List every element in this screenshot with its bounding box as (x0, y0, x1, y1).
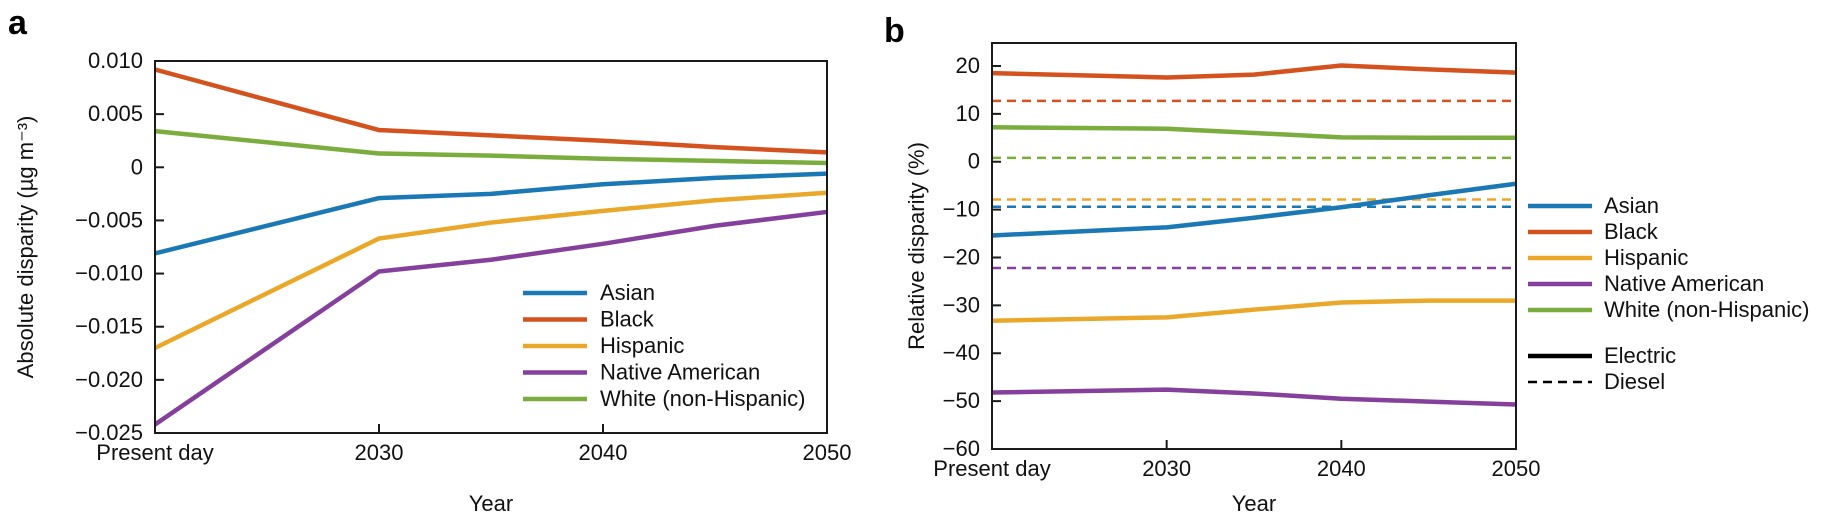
panel-b-series-asian-electric-line (991, 181, 1517, 238)
panel-a-xtick-label-2030: 2030 (355, 440, 404, 465)
legend-b-style-label-electric: Electric (1604, 343, 1676, 368)
panel-b-series-native-american-electric-line (991, 387, 1517, 407)
panel-b-ytick-label-30: −30 (943, 292, 980, 317)
panel-a-ytick-label-0-015: −0.015 (75, 314, 143, 339)
panel-b-xtick-label-2040: 2040 (1317, 456, 1366, 481)
panel-a-series-hispanic-line (154, 190, 828, 350)
panel-a-ytick-label-0-010: −0.010 (75, 261, 143, 286)
panel-b-plot-border (991, 42, 1517, 450)
panel-a-series-black-line (154, 67, 828, 155)
panel-b-ytick-label-50: −50 (943, 388, 980, 413)
panel-a-xtick-label-present-day: Present day (96, 440, 213, 465)
panel-a-xaxis-title: Year (469, 491, 513, 516)
legend-b-style-label-diesel: Diesel (1604, 369, 1665, 394)
panel-b-xtick-label-present-day: Present day (933, 456, 1050, 481)
panel-b-ytick-label-20: 20 (956, 53, 980, 78)
legend-b-label-black: Black (1604, 219, 1659, 244)
panel-a-series-asian-line (154, 171, 828, 256)
panel-b-ytick-label-10: −10 (943, 197, 980, 222)
panel-b-yaxis-title: Relative disparity (%) (904, 142, 929, 350)
panel-b-series-black-electric-line (991, 63, 1517, 80)
panel-b-ytick-label-20: −20 (943, 244, 980, 269)
panel-a-series-white-non-hispanic-line (154, 128, 828, 166)
panel-a-ytick-label-0-005: 0.005 (88, 101, 143, 126)
legend-b-label-asian: Asian (1604, 193, 1659, 218)
panel-a-ytick-label-0-010: 0.010 (88, 48, 143, 73)
panel-a-yaxis-title: Absolute disparity (µg m⁻³) (13, 116, 38, 379)
legend-b-label-white-non-hispanic: White (non-Hispanic) (1604, 297, 1809, 322)
panel-b-label: b (884, 12, 905, 50)
legend-a-label-black: Black (600, 307, 655, 332)
panel-b-ytick-label-0: 0 (968, 149, 980, 174)
panel-a-xtick-label-2050: 2050 (803, 440, 852, 465)
panel-a-ytick-label-0-020: −0.020 (75, 367, 143, 392)
legend-a-label-native-american: Native American (600, 360, 760, 385)
legend-b-label-native-american: Native American (1604, 271, 1764, 296)
panel-a-plot-border (154, 60, 828, 434)
panel-a-ytick-label-0-025: −0.025 (75, 420, 143, 445)
panel-a-ytick-label-0: 0 (131, 154, 143, 179)
panel-b-series-hispanic-electric-line (991, 298, 1516, 323)
panel-a-xtick-label-2040: 2040 (579, 440, 628, 465)
panel-b-xaxis-title: Year (1232, 491, 1276, 516)
panel-a-label: a (8, 4, 27, 42)
panel-b-ytick-label-60: −60 (943, 436, 980, 461)
panel-b-xtick-label-2030: 2030 (1142, 456, 1191, 481)
legend-a-label-asian: Asian (600, 280, 655, 305)
panel-b-series-white-non-hispanic-electric-line (991, 125, 1516, 141)
panel-b-ytick-label-40: −40 (943, 340, 980, 365)
legend-a-label-white-non-hispanic: White (non-Hispanic) (600, 386, 805, 411)
panel-a-series-native-american-line (153, 209, 828, 427)
panel-b-xtick-label-2050: 2050 (1492, 456, 1541, 481)
panel-a-ytick-label-0-005: −0.005 (75, 207, 143, 232)
panel-b-ytick-label-10: 10 (956, 101, 980, 126)
legend-b-label-hispanic: Hispanic (1604, 245, 1688, 270)
legend-a-label-hispanic: Hispanic (600, 333, 684, 358)
